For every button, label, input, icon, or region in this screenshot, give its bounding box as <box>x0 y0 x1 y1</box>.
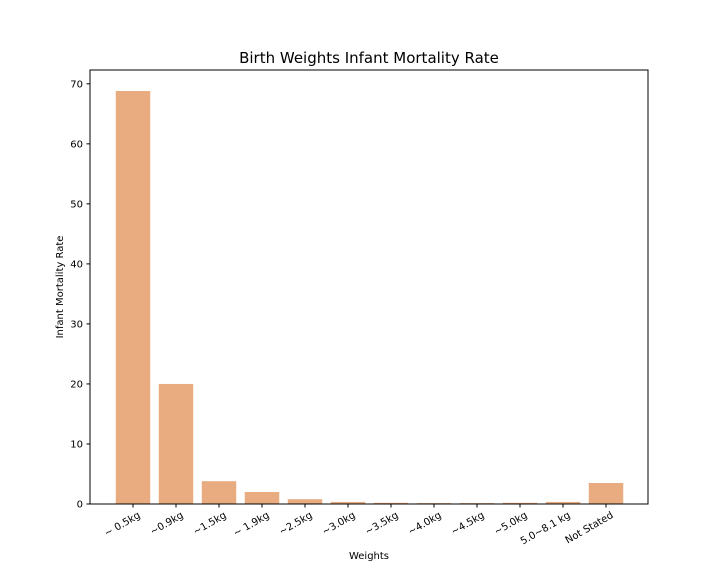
y-tick-label-5: 50 <box>70 199 83 210</box>
y-tick-label-2: 20 <box>70 379 83 390</box>
y-tick-label-0: 0 <box>77 500 83 511</box>
bar-9 <box>502 502 538 504</box>
bar-11 <box>588 482 624 504</box>
y-axis-title: Infant Mortality Rate <box>55 236 66 339</box>
y-tick-label-3: 30 <box>70 319 83 330</box>
x-tick-label-3: ~ 1.9kg <box>232 510 272 539</box>
bar-2 <box>201 481 237 504</box>
x-tick-label-1: ~0.9kg <box>148 510 185 538</box>
x-tick-label-7: ~4.0kg <box>406 510 443 538</box>
y-axis: 0 10 20 30 40 50 60 70 <box>70 79 90 511</box>
bars <box>115 91 624 505</box>
bar-4 <box>287 499 323 504</box>
bar-1 <box>158 383 194 504</box>
chart-title: Birth Weights Infant Mortality Rate <box>239 49 499 67</box>
bar-3 <box>244 491 280 504</box>
x-axis-title: Weights <box>349 551 389 562</box>
x-tick-label-9: ~5.0kg <box>492 510 529 538</box>
bar-0 <box>115 91 151 505</box>
bar-5 <box>330 501 366 504</box>
x-tick-label-0: ~ 0.5kg <box>103 510 143 539</box>
y-tick-label-7: 70 <box>70 79 83 90</box>
x-tick-label-5: ~3.0kg <box>320 510 357 538</box>
x-tick-label-11: Not Stated <box>564 510 616 546</box>
y-tick-label-6: 60 <box>70 139 83 150</box>
plot-frame <box>89 69 649 505</box>
y-tick-label-1: 10 <box>70 439 83 450</box>
x-tick-label-8: ~4.5kg <box>449 510 486 538</box>
x-tick-label-2: ~1.5kg <box>191 510 228 538</box>
bar-6 <box>373 502 409 504</box>
bar-10 <box>545 501 581 504</box>
x-tick-label-4: ~2.5kg <box>277 510 314 538</box>
y-tick-label-4: 40 <box>70 259 83 270</box>
x-tick-label-6: ~3.5kg <box>363 510 400 538</box>
x-axis: ~ 0.5kg ~0.9kg ~1.5kg ~ 1.9kg ~2.5kg ~3.0kg ~3… <box>103 504 616 547</box>
